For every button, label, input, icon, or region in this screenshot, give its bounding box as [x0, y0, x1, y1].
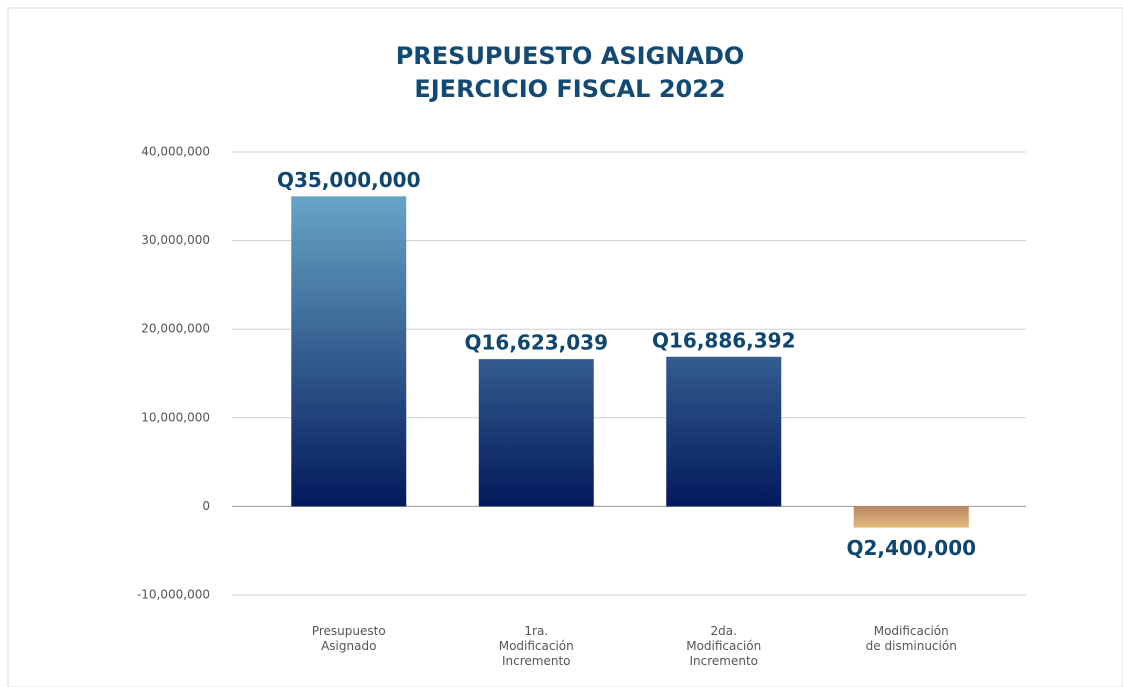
y-tick-label: 40,000,000 [141, 145, 210, 159]
value-label: Q35,000,000 [277, 168, 421, 192]
x-tick-line: Incremento [502, 654, 571, 668]
x-tick-line: Modificación [874, 624, 949, 638]
y-tick-label: -10,000,000 [137, 588, 210, 602]
x-tick-line: Asignado [321, 639, 376, 653]
value-label: Q2,400,000 [846, 536, 976, 560]
x-tick-label: Presupuesto Asignado [312, 624, 386, 653]
x-tick-line: Presupuesto [312, 624, 386, 638]
value-label: Q16,886,392 [652, 328, 796, 352]
y-tick-label: 20,000,000 [141, 322, 210, 336]
x-tick-line: Modificación [686, 639, 761, 653]
x-tick-line: de disminución [866, 639, 957, 653]
chart-title: PRESUPUESTO ASIGNADO [396, 42, 745, 70]
bar [478, 359, 594, 507]
x-tick-label: 1ra. Modificación Incremento [499, 624, 574, 668]
y-tick-label: 10,000,000 [141, 410, 210, 424]
x-tick-label: Modificación de disminución [866, 624, 957, 653]
chart-title: EJERCICIO FISCAL 2022 [414, 75, 725, 103]
x-tick-line: 2da. [711, 624, 737, 638]
bar [853, 506, 969, 528]
value-label: Q16,623,039 [464, 331, 608, 355]
frame [7, 7, 1123, 687]
bar [291, 196, 407, 507]
x-tick-label: 2da. Modificación Incremento [686, 624, 761, 668]
x-tick-line: Incremento [689, 654, 758, 668]
x-tick-line: Modificación [499, 639, 574, 653]
bar [666, 356, 782, 507]
y-tick-label: 0 [202, 499, 210, 513]
x-tick-line: 1ra. [524, 624, 548, 638]
y-tick-label: 30,000,000 [141, 233, 210, 247]
